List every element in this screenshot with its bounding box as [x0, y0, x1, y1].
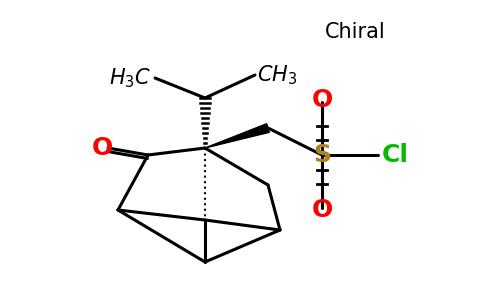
Text: S: S [313, 143, 331, 167]
Polygon shape [205, 124, 270, 148]
Text: O: O [311, 198, 333, 222]
Text: O: O [311, 88, 333, 112]
Text: Chiral: Chiral [325, 22, 385, 42]
Text: $H_3C$: $H_3C$ [109, 66, 151, 90]
Text: O: O [91, 136, 113, 160]
Text: Cl: Cl [382, 143, 409, 167]
Text: $CH_3$: $CH_3$ [257, 63, 297, 87]
